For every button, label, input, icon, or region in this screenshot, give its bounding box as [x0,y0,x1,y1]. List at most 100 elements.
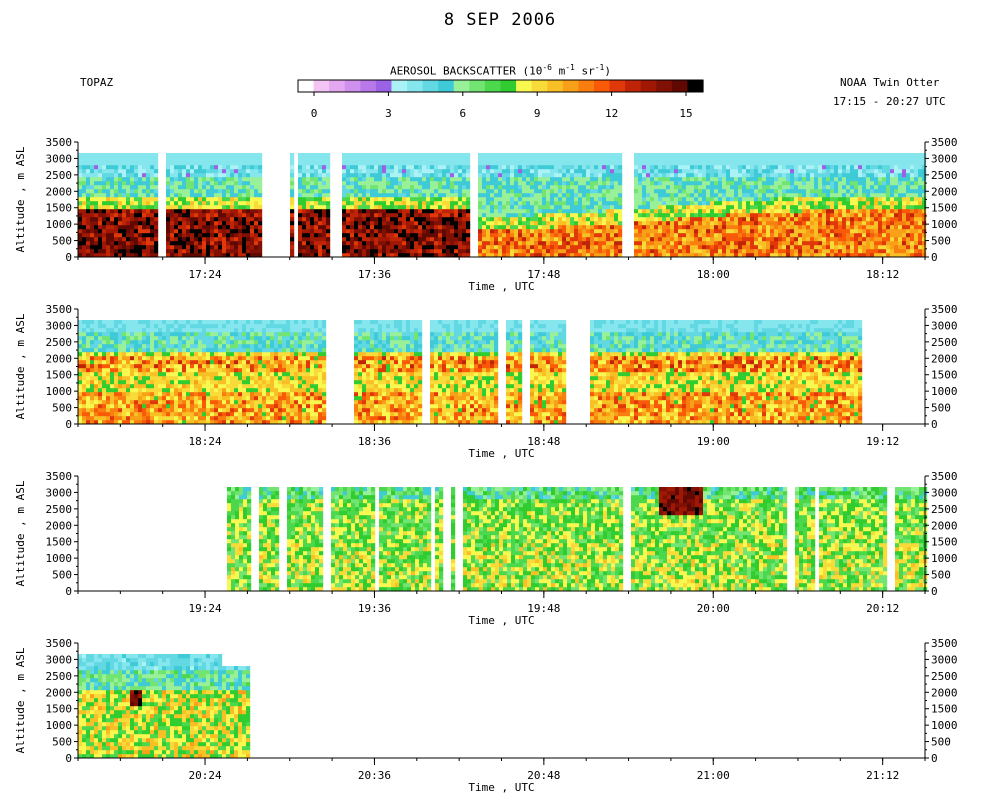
heatmap-cell [146,185,151,190]
heatmap-cell [490,157,495,162]
heatmap-cell [106,173,111,178]
heatmap-cell [866,221,871,226]
heatmap-cell [610,233,615,238]
heatmap-cell [222,165,227,170]
heatmap-cell [594,197,599,202]
heatmap-cell [402,201,407,206]
heatmap-cell [722,161,727,166]
heatmap-cell [398,237,403,242]
heatmap-cell [826,185,831,190]
heatmap-cell [446,189,451,194]
heatmap-cell [218,249,223,254]
heatmap-cell [854,197,859,202]
heatmap-cell [894,209,899,214]
heatmap-cell [122,193,127,198]
heatmap-cell [118,213,123,218]
heatmap-cell [86,153,91,158]
heatmap-cell [614,169,619,174]
heatmap-cell [806,157,811,162]
heatmap-cell [258,253,263,258]
heatmap-cell [590,153,595,158]
heatmap-cell [614,185,619,190]
heatmap-cell [210,205,215,210]
heatmap-cell [190,209,195,214]
heatmap-cell [770,205,775,210]
heatmap-cell [746,165,751,170]
heatmap-cell [802,229,807,234]
heatmap-cell [746,193,751,198]
heatmap-cell [866,197,871,202]
heatmap-cell [714,201,719,206]
heatmap-cell [186,209,191,214]
heatmap-cell [602,205,607,210]
heatmap-cell [574,177,579,182]
heatmap-cell [342,189,347,194]
heatmap-cell [414,169,419,174]
heatmap-cell [838,237,843,242]
heatmap-cell [846,197,851,202]
heatmap-cell [226,229,231,234]
heatmap-cell [478,233,483,238]
heatmap-cell [306,161,311,166]
heatmap-cell [366,245,371,250]
heatmap-cell [906,153,911,158]
heatmap-cell [806,201,811,206]
heatmap-cell [606,173,611,178]
heatmap-cell [502,209,507,214]
heatmap-cell [790,181,795,186]
heatmap-cell [386,225,391,230]
heatmap-cell [682,193,687,198]
heatmap-cell [774,221,779,226]
heatmap-cell [662,169,667,174]
heatmap-cell [878,241,883,246]
heatmap-cell [662,197,667,202]
heatmap-cell [318,197,323,202]
heatmap-cell [746,189,751,194]
heatmap-cell [838,193,843,198]
heatmap-cell [722,169,727,174]
heatmap-cell [638,201,643,206]
heatmap-cell [682,221,687,226]
heatmap-cell [550,237,555,242]
heatmap-cell [586,181,591,186]
heatmap-cell [450,209,455,214]
heatmap-cell [214,161,219,166]
heatmap-cell [350,221,355,226]
heatmap-cell [422,237,427,242]
heatmap-cell [766,217,771,222]
heatmap-cell [366,193,371,198]
heatmap-cell [298,193,303,198]
heatmap-cell [514,153,519,158]
heatmap-cell [530,169,535,174]
heatmap-cell [486,189,491,194]
heatmap-cell [786,205,791,210]
heatmap-cell [130,169,135,174]
heatmap-cell [762,161,767,166]
heatmap-cell [722,237,727,242]
heatmap-cell [238,241,243,246]
heatmap-cell [150,189,155,194]
heatmap-cell [570,177,575,182]
heatmap-cell [830,153,835,158]
heatmap-cell [754,249,759,254]
heatmap-cell [550,229,555,234]
heatmap-cell [574,173,579,178]
heatmap-cell [590,241,595,246]
heatmap-cell [754,161,759,166]
heatmap-cell [122,241,127,246]
heatmap-cell [166,225,171,230]
heatmap-cell [430,213,435,218]
heatmap-cell [606,189,611,194]
heatmap-cell [590,181,595,186]
heatmap-cell [526,181,531,186]
heatmap-cell [586,165,591,170]
heatmap-cell [846,221,851,226]
heatmap-cell [478,253,483,258]
heatmap-cell [130,225,135,230]
heatmap-cell [714,225,719,230]
heatmap-cell [730,153,735,158]
heatmap-cell [754,217,759,222]
heatmap-cell [194,189,199,194]
heatmap-cell [358,205,363,210]
heatmap-cell [842,201,847,206]
